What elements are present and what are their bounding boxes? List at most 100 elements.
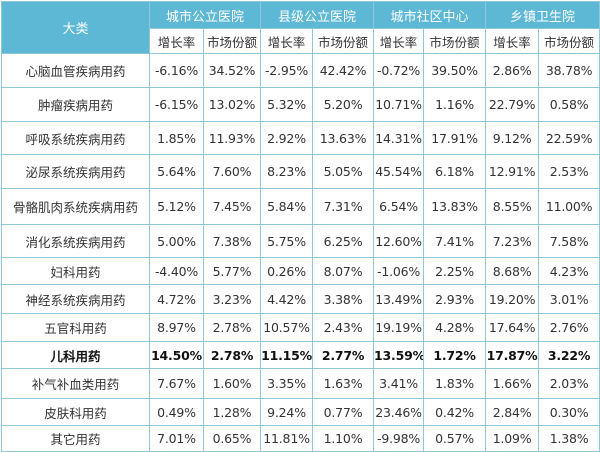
- market-share-cell: 22.59%: [538, 121, 600, 155]
- market-share-cell: 2.76%: [538, 313, 600, 342]
- growth-rate-cell: 1.85%: [149, 121, 204, 155]
- market-share-cell: 1.60%: [202, 368, 262, 399]
- growth-rate-cell: 19.19%: [373, 313, 425, 342]
- market-share-cell: 2.25%: [423, 257, 487, 285]
- category-cell: 补气补血类用药: [1, 368, 150, 399]
- market-share-cell: 2.78%: [202, 313, 262, 342]
- growth-rate-cell: 2.92%: [260, 121, 314, 155]
- category-cell: 骨骼肌肉系统疾病用药: [1, 188, 150, 225]
- growth-rate-cell: 4.72%: [149, 284, 204, 314]
- growth-rate-cell: 1.66%: [485, 368, 540, 399]
- growth-rate-cell: 11.15%: [260, 341, 314, 369]
- market-share-cell: 3.01%: [538, 284, 600, 314]
- table-row: 五官科用药 8.97% 2.78% 10.57% 2.43% 19.19% 4.28% 17.…: [1, 313, 600, 342]
- growth-rate-cell: 4.42%: [260, 284, 314, 314]
- growth-rate-cell: -9.98%: [373, 425, 425, 452]
- market-share-cell: 7.58%: [538, 224, 600, 258]
- group-header: 城市公立医院: [148, 1, 262, 29]
- market-share-cell: 8.07%: [312, 257, 375, 285]
- group-header: 乡镇卫生院: [485, 1, 600, 29]
- market-share-header: 市场份额: [423, 28, 487, 54]
- growth-rate-cell: 13.49%: [373, 284, 425, 314]
- growth-rate-cell: 7.67%: [149, 368, 204, 399]
- market-share-cell: 2.53%: [538, 154, 600, 189]
- category-cell: 五官科用药: [1, 313, 150, 342]
- market-share-cell: 0.57%: [423, 425, 487, 452]
- market-share-cell: 2.43%: [312, 313, 375, 342]
- market-share-cell: 2.03%: [538, 368, 600, 399]
- market-share-cell: 42.42%: [312, 53, 375, 88]
- growth-rate-cell: -6.15%: [149, 87, 204, 122]
- market-share-cell: 0.42%: [423, 398, 487, 426]
- market-share-cell: 2.93%: [423, 284, 487, 314]
- market-share-cell: 5.20%: [312, 87, 375, 122]
- market-share-cell: 7.38%: [202, 224, 262, 258]
- table-row: 儿科用药 14.50% 2.78% 11.15% 2.77% 13.59% 1.72% 17.…: [1, 341, 600, 369]
- growth-rate-cell: 9.12%: [485, 121, 540, 155]
- growth-rate-cell: 10.57%: [260, 313, 314, 342]
- market-share-cell: 0.65%: [202, 425, 262, 452]
- market-share-cell: 13.63%: [312, 121, 375, 155]
- table-row: 消化系统疾病用药 5.00% 7.38% 5.75% 6.25% 12.60% 7.41% 7…: [1, 224, 600, 258]
- category-cell: 妇科用药: [1, 257, 150, 285]
- category-cell: 消化系统疾病用药: [1, 224, 150, 258]
- growth-rate-cell: 14.31%: [373, 121, 425, 155]
- market-share-header: 市场份额: [312, 28, 375, 54]
- market-share-cell: 3.38%: [312, 284, 375, 314]
- market-share-cell: 6.18%: [423, 154, 487, 189]
- table-row: 神经系统疾病用药 4.72% 3.23% 4.42% 3.38% 13.49% 2.93% 1…: [1, 284, 600, 314]
- market-share-cell: 38.78%: [538, 53, 600, 88]
- growth-rate-cell: -6.16%: [149, 53, 204, 88]
- growth-rate-cell: 12.60%: [373, 224, 425, 258]
- growth-rate-cell: -2.95%: [260, 53, 314, 88]
- growth-rate-cell: 9.24%: [260, 398, 314, 426]
- growth-rate-cell: 5.64%: [149, 154, 204, 189]
- market-share-cell: 39.50%: [423, 53, 487, 88]
- table-row: 骨骼肌肉系统疾病用药 5.12% 7.45% 5.84% 7.31% 6.54% 13.83…: [1, 188, 600, 225]
- market-share-cell: 4.28%: [423, 313, 487, 342]
- growth-rate-cell: 5.00%: [149, 224, 204, 258]
- growth-rate-cell: 8.68%: [485, 257, 540, 285]
- category-cell: 皮肤科用药: [1, 398, 150, 426]
- market-share-cell: 1.72%: [423, 341, 487, 369]
- growth-rate-cell: 11.81%: [260, 425, 314, 452]
- market-share-cell: 2.78%: [202, 341, 262, 369]
- market-share-cell: 7.60%: [202, 154, 262, 189]
- market-share-cell: 11.93%: [202, 121, 262, 155]
- table-row: 呼吸系统疾病用药 1.85% 11.93% 2.92% 13.63% 14.31% 17.9…: [1, 121, 600, 155]
- growth-rate-cell: 6.54%: [373, 188, 425, 225]
- growth-rate-cell: -4.40%: [149, 257, 204, 285]
- market-share-cell: 5.05%: [312, 154, 375, 189]
- category-cell: 肿瘤疾病用药: [1, 87, 150, 122]
- market-share-cell: 5.77%: [202, 257, 262, 285]
- market-share-cell: 0.30%: [538, 398, 600, 426]
- category-cell: 其它用药: [1, 425, 150, 452]
- market-share-cell: 2.77%: [312, 341, 375, 369]
- growth-rate-cell: 17.64%: [485, 313, 540, 342]
- table-row: 肿瘤疾病用药 -6.15% 13.02% 5.32% 5.20% 10.71% 1.16% 2…: [1, 87, 600, 122]
- growth-rate-cell: 5.75%: [260, 224, 314, 258]
- growth-rate-cell: 5.84%: [260, 188, 314, 225]
- growth-rate-cell: 3.41%: [373, 368, 425, 399]
- market-share-cell: 0.77%: [312, 398, 375, 426]
- growth-rate-cell: 14.50%: [149, 341, 204, 369]
- growth-rate-cell: 12.91%: [485, 154, 540, 189]
- market-share-cell: 17.91%: [423, 121, 487, 155]
- market-share-cell: 6.25%: [312, 224, 375, 258]
- market-share-cell: 7.41%: [423, 224, 487, 258]
- growth-rate-header: 增长率: [149, 28, 204, 54]
- market-share-cell: 1.16%: [423, 87, 487, 122]
- growth-rate-cell: -0.72%: [373, 53, 425, 88]
- growth-rate-cell: 19.20%: [485, 284, 540, 314]
- market-share-cell: 1.38%: [538, 425, 600, 452]
- market-share-cell: 7.45%: [202, 188, 262, 225]
- table-row: 皮肤科用药 0.49% 1.28% 9.24% 0.77% 23.46% 0.42% 2.84…: [1, 398, 600, 426]
- market-share-cell: 4.23%: [538, 257, 600, 285]
- growth-rate-header: 增长率: [373, 28, 425, 54]
- market-share-cell: 3.23%: [202, 284, 262, 314]
- category-cell: 心脑血管疾病用药: [1, 53, 150, 88]
- growth-rate-cell: 22.79%: [485, 87, 540, 122]
- category-cell: 呼吸系统疾病用药: [1, 121, 150, 155]
- growth-rate-cell: 13.59%: [373, 341, 425, 369]
